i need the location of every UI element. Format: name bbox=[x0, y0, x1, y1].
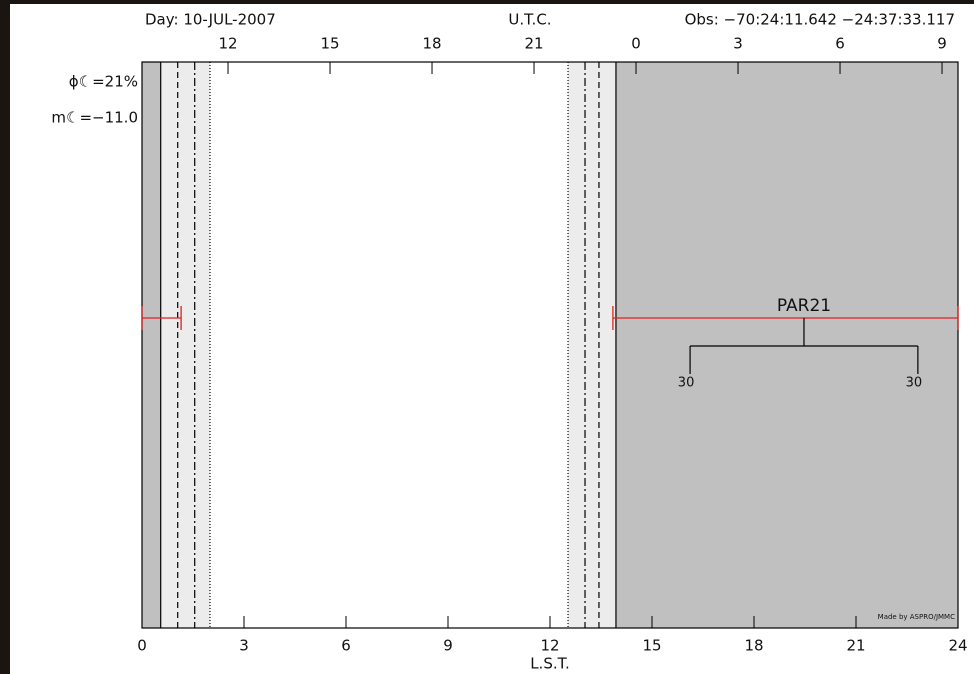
x-tick-label: 24 bbox=[948, 637, 967, 655]
x2-tick-label: 3 bbox=[733, 35, 743, 53]
observatory-label: Obs: −70:24:11.642 −24:37:33.117 bbox=[685, 11, 955, 29]
x-tick-label: 12 bbox=[540, 637, 559, 655]
x-tick-label: 0 bbox=[137, 637, 147, 655]
x-axis-label: L.S.T. bbox=[530, 655, 570, 673]
night-band bbox=[142, 62, 161, 628]
x2-tick-label: 21 bbox=[524, 35, 543, 53]
x-tick-label: 21 bbox=[846, 637, 865, 655]
night-band bbox=[161, 62, 210, 628]
baseline-label: 30 bbox=[906, 376, 923, 391]
chart: Day: 10-JUL-2007 U.T.C. Obs: −70:24:11.6… bbox=[0, 0, 974, 674]
moon-magnitude: m☾=−11.0 bbox=[51, 109, 138, 127]
x2-tick-label: 9 bbox=[937, 35, 947, 53]
baseline-label: 30 bbox=[678, 376, 695, 391]
moon-phase: ϕ☾=21% bbox=[69, 73, 138, 91]
x-tick-label: 18 bbox=[744, 637, 763, 655]
night-band bbox=[568, 62, 616, 628]
x-tick-label: 3 bbox=[239, 637, 249, 655]
night-band bbox=[616, 62, 958, 628]
x2-axis-label: U.T.C. bbox=[508, 11, 551, 29]
page: {"chart_data": { "type": "observability"… bbox=[0, 0, 974, 674]
x2-tick-label: 12 bbox=[218, 35, 237, 53]
x-tick-label: 9 bbox=[443, 637, 453, 655]
x2-tick-label: 0 bbox=[631, 35, 641, 53]
credit: Made by ASPRO/JMMC bbox=[878, 613, 955, 621]
x2-tick-label: 15 bbox=[320, 35, 339, 53]
target-name: PAR21 bbox=[777, 296, 831, 316]
x2-tick-label: 6 bbox=[835, 35, 845, 53]
x-tick-label: 15 bbox=[642, 637, 661, 655]
x2-tick-label: 18 bbox=[422, 35, 441, 53]
x-tick-label: 6 bbox=[341, 637, 351, 655]
day-label: Day: 10-JUL-2007 bbox=[145, 11, 276, 29]
